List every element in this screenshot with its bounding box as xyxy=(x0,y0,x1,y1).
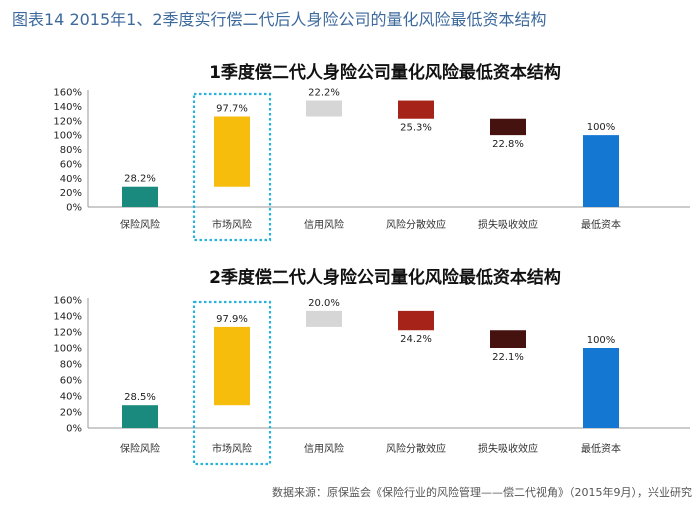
y-tick-label: 40% xyxy=(60,174,82,185)
bar-4 xyxy=(398,310,434,331)
y-tick-label: 100% xyxy=(53,344,82,355)
data-label: 97.9% xyxy=(216,314,248,325)
bar-5 xyxy=(490,330,526,348)
category-label: 信用风险 xyxy=(304,218,344,231)
category-label: 市场风险 xyxy=(212,442,252,455)
data-label: 20.0% xyxy=(308,298,340,309)
y-tick-label: 80% xyxy=(60,360,82,371)
bar-6 xyxy=(583,135,619,207)
data-label: 100% xyxy=(587,122,616,133)
category-label: 损失吸收效应 xyxy=(478,442,538,455)
category-label: 风险分散效应 xyxy=(386,442,446,455)
chart-title: 2季度偿二代人身险公司量化风险最低资本结构 xyxy=(209,267,561,288)
y-tick-label: 160% xyxy=(53,296,82,307)
y-tick-label: 60% xyxy=(60,376,82,387)
y-tick-label: 120% xyxy=(53,328,82,339)
bar-3 xyxy=(306,100,342,117)
y-tick-label: 20% xyxy=(60,188,82,199)
bar-4 xyxy=(398,100,434,119)
data-label: 22.8% xyxy=(492,139,524,150)
y-tick-label: 140% xyxy=(53,312,82,323)
category-label: 风险分散效应 xyxy=(386,218,446,231)
data-source: 数据来源：原保监会《保险行业的风险管理——偿二代视角》（2015年9月），兴业研… xyxy=(272,486,692,499)
highlight-box xyxy=(192,92,272,242)
y-tick-label: 140% xyxy=(53,102,82,113)
category-label: 最低资本 xyxy=(581,218,621,231)
category-label: 最低资本 xyxy=(581,442,621,455)
y-tick-label: 60% xyxy=(60,159,82,170)
data-label: 22.1% xyxy=(492,352,524,363)
highlight-box xyxy=(192,300,272,466)
data-label: 100% xyxy=(587,335,616,346)
category-label: 市场风险 xyxy=(212,218,252,231)
bar-2 xyxy=(214,326,250,406)
data-label: 24.2% xyxy=(400,334,432,345)
chart-2: 2季度偿二代人身险公司量化风险最低资本结构 0% 20% 40% 60% 80% 100% 1… xyxy=(53,267,690,466)
y-tick-label: 20% xyxy=(60,408,82,419)
chart-title: 1季度偿二代人身险公司量化风险最低资本结构 xyxy=(209,62,561,83)
data-label: 97.7% xyxy=(216,104,248,115)
y-tick-label: 100% xyxy=(53,131,82,142)
bar-6 xyxy=(583,348,619,428)
y-tick-label: 80% xyxy=(60,145,82,156)
bar-5 xyxy=(490,118,526,136)
bar-2 xyxy=(214,116,250,187)
y-tick-label: 0% xyxy=(66,203,82,214)
data-label: 25.3% xyxy=(400,123,432,134)
category-label: 保险风险 xyxy=(120,218,160,231)
data-label: 28.2% xyxy=(124,174,156,185)
bar-1 xyxy=(122,405,158,428)
y-tick-label: 160% xyxy=(53,88,82,99)
data-label: 22.2% xyxy=(308,88,340,99)
category-label: 损失吸收效应 xyxy=(478,218,538,231)
data-label: 28.5% xyxy=(124,392,156,403)
y-tick-label: 40% xyxy=(60,392,82,403)
category-label: 保险风险 xyxy=(120,442,160,455)
figure-title: 图表14 2015年1、2季度实行偿二代后人身险公司的量化风险最低资本结构 xyxy=(12,10,547,29)
y-tick-label: 120% xyxy=(53,116,82,127)
bar-3 xyxy=(306,310,342,327)
y-tick-label: 0% xyxy=(66,424,82,435)
bar-1 xyxy=(122,186,158,207)
chart-1: 1季度偿二代人身险公司量化风险最低资本结构 0% 20% 40% 60% 80% 100% 1… xyxy=(53,62,690,242)
category-label: 信用风险 xyxy=(304,442,344,455)
